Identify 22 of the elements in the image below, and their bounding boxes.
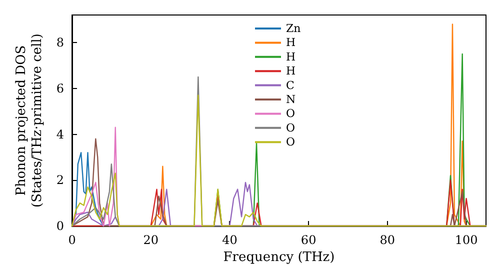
x-tick-label: 80 bbox=[380, 233, 396, 247]
legend-label: H bbox=[286, 50, 296, 64]
legend-label: Zn bbox=[286, 22, 301, 35]
x-tick-label: 100 bbox=[454, 233, 478, 247]
legend-label: H bbox=[286, 64, 296, 78]
x-axis-title: Frequency (THz) bbox=[223, 250, 335, 265]
legend-label: N bbox=[286, 93, 296, 106]
legend-label: O bbox=[286, 136, 296, 149]
y-tick-label: 6 bbox=[56, 81, 64, 96]
legend-label: H bbox=[286, 36, 296, 50]
y-tick-label: 4 bbox=[56, 127, 64, 142]
x-tick-label: 20 bbox=[143, 233, 158, 247]
y-axis-title: Phonon projected DOS (States/THz·primitive cell) bbox=[14, 33, 45, 208]
legend-label: O bbox=[286, 107, 296, 120]
legend-label: O bbox=[286, 121, 296, 134]
x-tick-label: 60 bbox=[300, 233, 316, 247]
y-tick-label: 8 bbox=[56, 36, 64, 50]
legend-label: C bbox=[286, 78, 294, 92]
y-tick-label: 2 bbox=[56, 173, 64, 188]
x-tick-label: 0 bbox=[68, 233, 76, 247]
y-tick-label: 0 bbox=[56, 219, 64, 233]
x-tick-label: 40 bbox=[222, 233, 238, 247]
